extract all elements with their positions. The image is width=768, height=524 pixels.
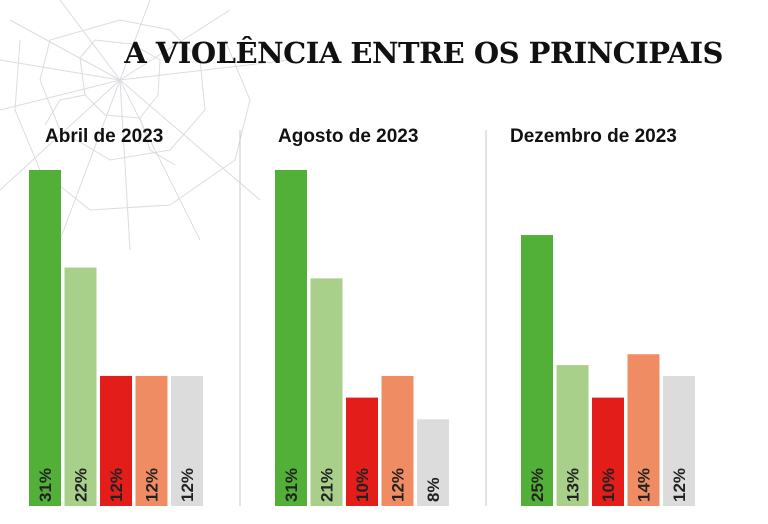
- bar: [171, 375, 203, 506]
- bar: [381, 375, 414, 506]
- bar-data-label: 13%: [564, 468, 583, 502]
- bar-data-label: 22%: [72, 468, 91, 502]
- panel-title: Abril de 2023: [45, 126, 163, 147]
- bar: [521, 235, 553, 506]
- bar: [556, 365, 589, 506]
- bar: [417, 419, 449, 506]
- bar-data-label: 10%: [353, 468, 372, 502]
- bar-data-label: 14%: [635, 468, 654, 502]
- bar: [275, 170, 307, 506]
- bar-data-label: 31%: [282, 468, 301, 502]
- bar-data-label: 12%: [107, 468, 126, 502]
- bar: [592, 397, 624, 506]
- main-title: A VIOLÊNCIA ENTRE OS PRINCIPAIS: [124, 36, 723, 70]
- bar-data-label: 12%: [178, 468, 197, 502]
- bar-data-label: 12%: [670, 468, 689, 502]
- bar-data-label: 25%: [528, 468, 547, 502]
- bar-data-label: 12%: [143, 468, 162, 502]
- cracked-glass-decoration: [0, 0, 291, 250]
- bar-data-label: 8%: [424, 477, 443, 502]
- bar-data-label: 31%: [36, 468, 55, 502]
- bar: [135, 375, 168, 506]
- bar-data-label: 12%: [389, 468, 408, 502]
- bar: [310, 278, 343, 506]
- panel-title: Agosto de 2023: [278, 126, 418, 147]
- bar-data-label: 10%: [599, 468, 618, 502]
- panel-title: Dezembro de 2023: [510, 126, 677, 147]
- bar: [64, 267, 97, 506]
- bar-data-label: 21%: [318, 468, 337, 502]
- bar: [100, 375, 132, 506]
- bar: [627, 354, 660, 506]
- bar: [29, 170, 61, 506]
- bar: [346, 397, 378, 506]
- bar: [663, 375, 695, 506]
